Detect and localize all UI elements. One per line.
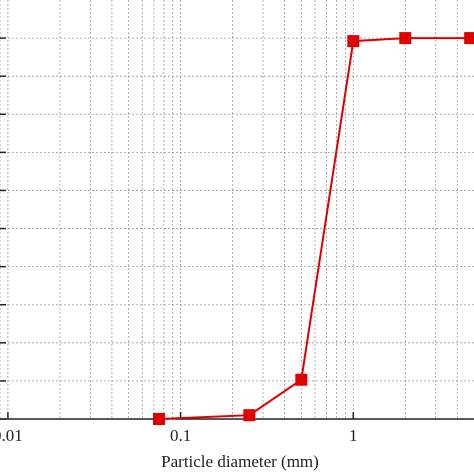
data-point <box>295 373 308 386</box>
data-point <box>153 413 166 425</box>
x-tick-label: 0.01 <box>0 426 23 445</box>
data-point <box>399 32 412 45</box>
x-tick-label: 1 <box>349 426 358 445</box>
data-line <box>158 37 471 420</box>
x-tick-label: 0.1 <box>170 426 191 445</box>
data-point <box>347 35 360 48</box>
data-point <box>464 32 474 45</box>
x-axis-label: Particle diameter (mm) <box>161 452 319 471</box>
data-point <box>243 409 256 422</box>
